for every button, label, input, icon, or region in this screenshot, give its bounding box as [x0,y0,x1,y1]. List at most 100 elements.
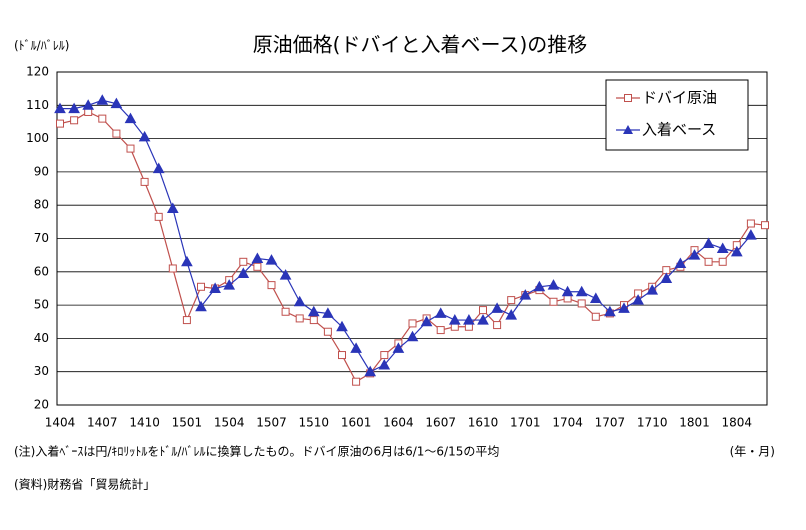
data-point [56,119,64,128]
data-point [350,342,362,353]
data-point [98,114,107,123]
data-point [591,312,600,321]
data-point [309,316,318,325]
data-point [378,359,391,370]
x-tick-label: 1410 [129,416,160,430]
x-tick-label: 1404 [45,416,76,430]
data-point [154,212,163,221]
data-point [267,281,276,290]
data-point [688,249,701,260]
data-point [479,306,487,315]
data-point [604,305,616,317]
data-point [547,279,560,290]
data-point [209,282,221,293]
y-tick-label: 90 [34,164,49,178]
y-tick-label: 50 [34,298,49,312]
x-tick-label: 1604 [383,416,414,430]
data-point [223,279,236,290]
legend-label: ドバイ原油 [642,89,717,107]
data-point [434,307,447,318]
data-point [293,295,306,307]
data-point [632,294,644,305]
data-point [746,219,755,228]
data-point [493,321,502,330]
y-tick-label: 30 [34,364,49,378]
y-tick-label: 60 [34,264,49,278]
data-point [674,257,687,268]
data-point [265,254,278,265]
y-tick-label: 40 [34,331,49,345]
data-point [716,242,729,253]
data-point [307,305,320,317]
data-point [745,229,757,240]
data-point [295,314,304,323]
legend-marker [624,94,632,102]
data-point [124,112,137,124]
data-point [589,292,602,303]
data-point [761,221,769,230]
x-tick-label: 1601 [341,416,372,430]
data-point [364,365,377,377]
data-point [138,130,151,142]
data-point [70,116,79,125]
legend-box [605,79,749,151]
data-point [533,280,546,292]
data-point [140,177,149,186]
data-point [181,255,193,267]
y-tick-label: 70 [34,231,49,245]
data-point [549,297,558,306]
data-point [561,285,574,297]
data-point [519,289,532,300]
y-tick-label: 110 [26,98,49,112]
data-point [505,309,518,320]
x-tick-label: 1707 [595,416,626,430]
data-point [477,314,489,325]
data-point [436,326,445,335]
source: (資料)財務省「貿易統計」 [14,477,155,492]
data-point [702,237,715,248]
data-point [491,302,503,313]
y-tick-label: 100 [26,131,49,145]
data-point [54,102,66,114]
data-point [322,307,334,318]
data-point [660,272,673,283]
x-tick-label: 1710 [637,416,668,430]
data-point [718,257,727,266]
y-tick-label: 80 [34,198,49,212]
y-axis-label: (ﾄﾞﾙ/ﾊﾞﾚﾙ) [14,39,69,53]
data-point [463,314,475,325]
data-point [336,320,348,332]
x-tick-label: 1801 [679,416,710,430]
data-point [96,94,109,105]
legend-label: 入着ベース [642,121,716,139]
data-point [507,296,516,305]
y-tick-label: 120 [26,65,49,79]
data-point [408,319,417,328]
data-point [575,285,588,297]
legend-marker [623,125,633,134]
data-point [323,327,332,336]
data-point [279,269,292,280]
data-point [618,302,630,313]
data-point [126,144,135,153]
data-point [251,252,264,263]
data-point [110,97,123,109]
data-point [195,300,207,312]
data-point [406,330,419,342]
x-tick-label: 1804 [722,416,753,430]
data-point [239,257,248,266]
data-point [577,299,586,308]
data-point [730,245,743,257]
x-tick-label: 1607 [425,416,456,430]
data-point [420,315,433,327]
x-tick-label: 1704 [552,416,583,430]
y-tick-label: 20 [34,398,49,412]
x-tick-label: 1610 [468,416,499,430]
data-point [182,316,191,325]
data-point [152,162,165,174]
x-tick-label: 1501 [172,416,203,430]
data-point [166,202,179,214]
data-point [380,351,389,360]
data-point [646,284,659,295]
